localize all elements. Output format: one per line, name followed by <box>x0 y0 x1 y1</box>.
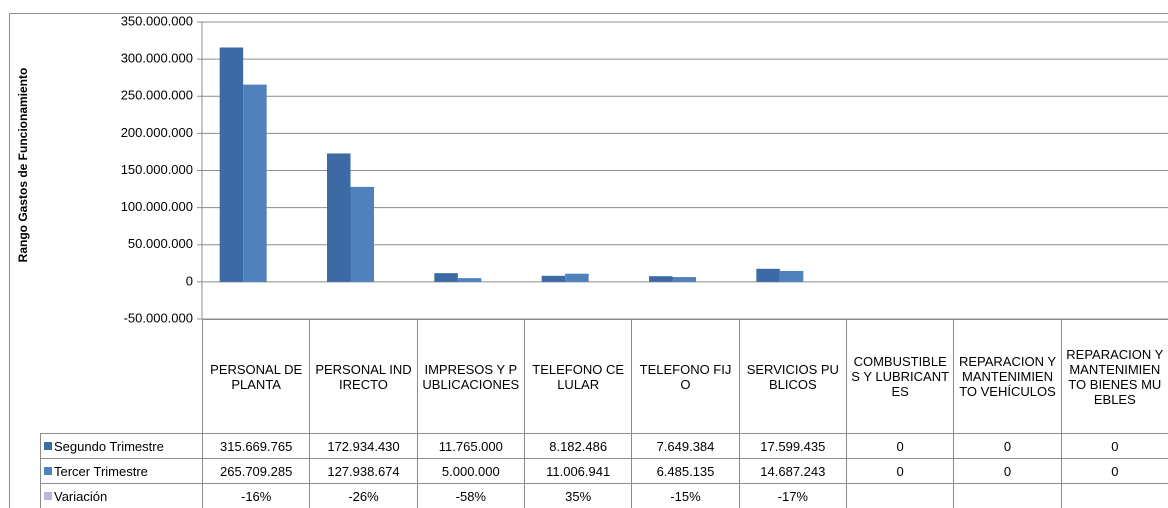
y-tick-label: -50.000.000 <box>124 310 193 325</box>
category-label: REPARACION Y MANTENIMIENTO VEHÍCULOS <box>953 319 1062 434</box>
table-cell: -26% <box>309 483 418 508</box>
bar <box>756 268 780 282</box>
bar <box>219 47 244 282</box>
y-tick-label: 100.000.000 <box>121 199 193 214</box>
bar <box>457 278 482 282</box>
table-cell: 11.765.000 <box>416 433 525 459</box>
category-label: TELEFONO CELULAR <box>524 319 633 434</box>
y-tick-label: 0 <box>186 273 193 288</box>
table-cell: 17.599.435 <box>738 433 847 459</box>
table-cell <box>1060 483 1168 508</box>
bar <box>434 273 458 282</box>
category-label: REPARACION Y MANTENIMIENTO BIENES MUEBLE… <box>1060 319 1168 434</box>
table-cell: 8.182.486 <box>524 433 633 459</box>
table-cell: -15% <box>631 483 740 508</box>
y-tick-label: 50.000.000 <box>128 236 193 251</box>
bar <box>565 273 589 282</box>
legend-label: Tercer Trimestre <box>54 463 148 479</box>
legend-key <box>44 492 52 500</box>
legend-key <box>44 467 52 475</box>
table-cell: 172.934.430 <box>309 433 418 459</box>
category-label: TELEFONO FIJO <box>631 319 740 434</box>
table-cell: 127.938.674 <box>309 458 418 484</box>
bar <box>672 277 696 282</box>
table-cell: 0 <box>846 433 955 459</box>
y-tick-label: 200.000.000 <box>121 125 193 140</box>
table-cell: 0 <box>953 433 1062 459</box>
table-cell: 5.000.000 <box>416 458 525 484</box>
y-axis-label: Rango Gastos de Funcionamiento <box>16 68 30 263</box>
table-cell: -58% <box>416 483 525 508</box>
table-cell: 11.006.941 <box>524 458 633 484</box>
y-tick-label: 150.000.000 <box>121 162 193 177</box>
category-label: PERSONAL DE PLANTA <box>202 319 311 434</box>
table-cell: 7.649.384 <box>631 433 740 459</box>
bar <box>541 275 566 282</box>
table-cell: -17% <box>738 483 847 508</box>
table-cell: -16% <box>202 483 311 508</box>
legend-entry: Segundo Trimestre <box>40 433 203 459</box>
category-label: PERSONAL INDIRECTO <box>309 319 418 434</box>
legend-label: Segundo Trimestre <box>54 438 164 454</box>
category-label: IMPRESOS Y PUBLICACIONES <box>416 319 525 434</box>
table-cell: 265.709.285 <box>202 458 311 484</box>
legend-entry: Variación <box>40 483 203 508</box>
table-cell: 0 <box>1060 458 1168 484</box>
legend-key <box>44 442 52 450</box>
table-cell: 315.669.765 <box>202 433 311 459</box>
category-label: SERVICIOS PUBLICOS <box>738 319 847 434</box>
bar <box>243 84 267 282</box>
table-cell: 0 <box>1060 433 1168 459</box>
table-cell <box>953 483 1062 508</box>
bar <box>350 186 374 282</box>
bar <box>779 270 804 282</box>
y-tick-label: 250.000.000 <box>121 88 193 103</box>
table-cell: 14.687.243 <box>738 458 847 484</box>
y-tick-label: 350.000.000 <box>121 13 193 28</box>
table-cell: 0 <box>953 458 1062 484</box>
table-cell <box>846 483 955 508</box>
category-label: COMBUSTIBLES Y LUBRICANTES <box>846 319 955 434</box>
table-cell: 6.485.135 <box>631 458 740 484</box>
bar <box>649 276 673 282</box>
y-tick-label: 300.000.000 <box>121 51 193 66</box>
table-cell: 0 <box>846 458 955 484</box>
legend-entry: Tercer Trimestre <box>40 458 203 484</box>
table-cell: 35% <box>524 483 633 508</box>
legend-label: Variación <box>54 488 108 504</box>
bar <box>327 153 351 282</box>
